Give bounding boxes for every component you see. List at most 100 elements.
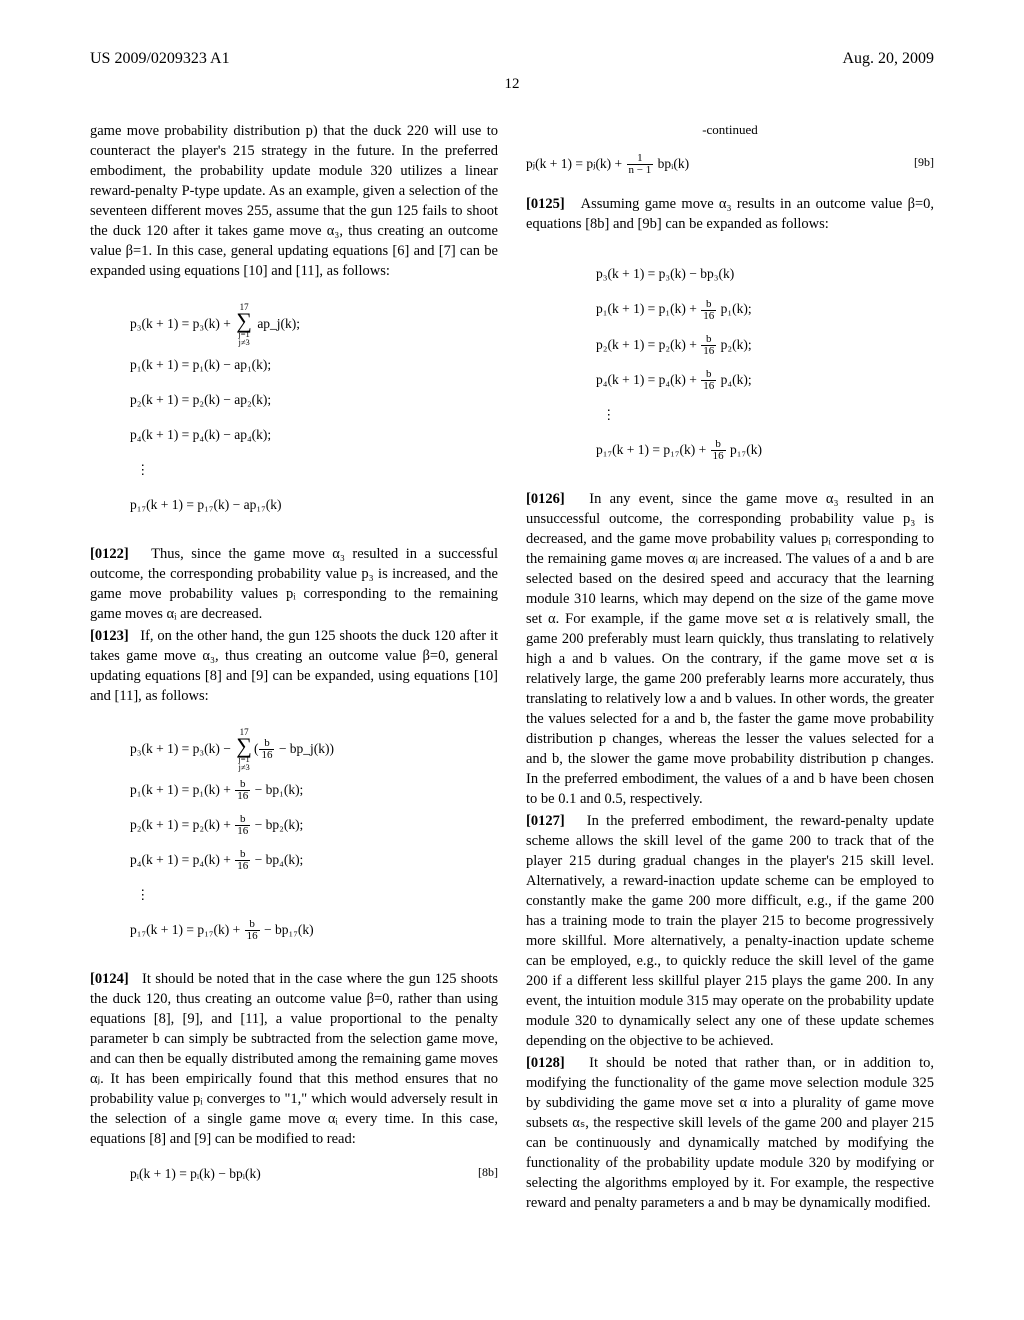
- eq5-line-d: p₄(k + 1) = p₄(k) + b16 p₄(k);: [596, 362, 934, 397]
- para-0128: [0128] It should be noted that rather th…: [526, 1053, 934, 1213]
- frac-den: 16: [235, 861, 250, 872]
- sigma-icon: ∑: [236, 312, 252, 330]
- left-column: game move probability distribution p) th…: [90, 121, 498, 1215]
- page-container: US 2009/0209323 A1 Aug. 20, 2009 12 game…: [0, 0, 1024, 1275]
- eq2-line-b: p₁(k + 1) = p₁(k) + b16 − bp₁(k);: [130, 772, 498, 807]
- sigma-icon: ∑: [236, 737, 252, 755]
- eq5-line-a: p₃(k + 1) = p₃(k) − bp₃(k): [596, 256, 934, 291]
- page-header: US 2009/0209323 A1 Aug. 20, 2009: [90, 50, 934, 68]
- eq-text: − bp₂(k);: [251, 817, 303, 832]
- paren-open: (: [254, 741, 259, 756]
- eq-number-8b: [8b]: [478, 1163, 498, 1182]
- para-intro: game move probability distribution p) th…: [90, 121, 498, 281]
- paren-close: ): [330, 741, 335, 756]
- eq1-line-a: p₃(k + 1) = p₃(k) + 17∑j=1j≠3 ap_j(k);: [130, 303, 498, 347]
- eq-text: p₄(k + 1) = p₄(k) +: [596, 372, 700, 387]
- eq-number-9b: [9b]: [914, 153, 934, 172]
- para-0126: [0126] In any event, since the game move…: [526, 489, 934, 809]
- eq-text: p₃(k + 1) = p₃(k) −: [130, 741, 234, 756]
- eq-text: p₁(k);: [717, 301, 751, 316]
- fraction: b16: [235, 814, 250, 837]
- para-number: [0128]: [526, 1055, 565, 1071]
- eq-text: p₂(k + 1) = p₂(k) +: [596, 337, 700, 352]
- equation-block-1: p₃(k + 1) = p₃(k) + 17∑j=1j≠3 ap_j(k); p…: [130, 303, 498, 522]
- equation-block-5: p₃(k + 1) = p₃(k) − bp₃(k) p₁(k + 1) = p…: [596, 256, 934, 467]
- eq5-line-c: p₂(k + 1) = p₂(k) + b16 p₂(k);: [596, 327, 934, 362]
- eq-text: ap_j(k);: [254, 316, 300, 331]
- para-text: It should be noted that rather than, or …: [526, 1055, 934, 1211]
- frac-den: 16: [701, 346, 716, 357]
- summation-symbol: 17∑j=1j≠3: [236, 303, 252, 347]
- fraction: b16: [235, 849, 250, 872]
- fraction: b16: [259, 738, 274, 761]
- frac-den: 16: [701, 381, 716, 392]
- para-0124: [0124] It should be noted that in the ca…: [90, 969, 498, 1149]
- equation-block-2: p₃(k + 1) = p₃(k) − 17∑j=1j≠3(b16 − bp_j…: [130, 728, 498, 947]
- eq-text: − bp₄(k);: [251, 852, 303, 867]
- eq-text: p₄(k + 1) = p₄(k) +: [130, 852, 234, 867]
- eq5-line-b: p₁(k + 1) = p₁(k) + b16 p₁(k);: [596, 291, 934, 326]
- fraction: b16: [245, 919, 260, 942]
- eq2-line-c: p₂(k + 1) = p₂(k) + b16 − bp₂(k);: [130, 807, 498, 842]
- frac-den: 16: [711, 451, 726, 462]
- publication-date: Aug. 20, 2009: [842, 50, 934, 68]
- frac-den: 16: [235, 791, 250, 802]
- para-number: [0124]: [90, 971, 129, 987]
- para-0125: [0125] Assuming game move α₃ results in …: [526, 194, 934, 234]
- para-number: [0122]: [90, 546, 129, 562]
- fraction: b16: [701, 334, 716, 357]
- eq-text: p₄(k);: [717, 372, 751, 387]
- para-0122: [0122] Thus, since the game move α₃ resu…: [90, 544, 498, 624]
- fraction: b16: [701, 369, 716, 392]
- summation-symbol: 17∑j=1j≠3: [236, 728, 252, 772]
- page-number: 12: [90, 76, 934, 93]
- content-columns: game move probability distribution p) th…: [90, 121, 934, 1215]
- eq1-line-c: p₂(k + 1) = p₂(k) − ap₂(k);: [130, 382, 498, 417]
- eq1-line-d: p₄(k + 1) = p₄(k) − ap₄(k);: [130, 417, 498, 452]
- eq-text: p₁(k + 1) = p₁(k) +: [596, 301, 700, 316]
- frac-den: 16: [235, 826, 250, 837]
- fraction: b16: [701, 299, 716, 322]
- eq2-line-d: p₄(k + 1) = p₄(k) + b16 − bp₄(k);: [130, 842, 498, 877]
- eq-text: p₂(k);: [717, 337, 751, 352]
- eq-text: p₁₇(k + 1) = p₁₇(k) +: [130, 922, 244, 937]
- eq-text: pⱼ(k + 1) = pⱼ(k) +: [526, 156, 626, 171]
- eq2-line-a: p₃(k + 1) = p₃(k) − 17∑j=1j≠3(b16 − bp_j…: [130, 728, 498, 772]
- para-0127: [0127] In the preferred embodiment, the …: [526, 811, 934, 1051]
- frac-den: 16: [701, 311, 716, 322]
- para-text: Thus, since the game move α₃ resulted in…: [90, 546, 498, 622]
- eq1-line-b: p₁(k + 1) = p₁(k) − ap₁(k);: [130, 347, 498, 382]
- para-text: It should be noted that in the case wher…: [90, 971, 498, 1147]
- eq-text: p₁₇(k + 1) = p₁₇(k) +: [596, 442, 710, 457]
- eq1-vdots: ⋮: [136, 452, 498, 487]
- eq-text: − bp_j(k): [275, 741, 329, 756]
- eq-text: pᵢ(k + 1) = pᵢ(k) − bpᵢ(k): [130, 1166, 261, 1181]
- para-0123: [0123] If, on the other hand, the gun 12…: [90, 626, 498, 706]
- eq2-line-e: p₁₇(k + 1) = p₁₇(k) + b16 − bp₁₇(k): [130, 912, 498, 947]
- fraction: 1n − 1: [627, 153, 654, 176]
- equation-9b: [9b] pⱼ(k + 1) = pⱼ(k) + 1n − 1 bpᵢ(k): [526, 153, 934, 176]
- para-text: If, on the other hand, the gun 125 shoot…: [90, 628, 498, 704]
- right-column: -continued [9b] pⱼ(k + 1) = pⱼ(k) + 1n −…: [526, 121, 934, 1215]
- eq5-vdots: ⋮: [602, 397, 934, 432]
- equation-8b: [8b] pᵢ(k + 1) = pᵢ(k) − bpᵢ(k): [130, 1163, 498, 1185]
- frac-den: 16: [245, 931, 260, 942]
- publication-number: US 2009/0209323 A1: [90, 50, 230, 68]
- eq-text: p₁₇(k): [727, 442, 762, 457]
- eq1-line-e: p₁₇(k + 1) = p₁₇(k) − ap₁₇(k): [130, 487, 498, 522]
- sum-lower-2: j≠3: [236, 763, 252, 772]
- continued-label: -continued: [526, 121, 934, 139]
- para-number: [0125]: [526, 196, 565, 212]
- eq5-line-e: p₁₇(k + 1) = p₁₇(k) + b16 p₁₇(k): [596, 432, 934, 467]
- frac-den: 16: [259, 750, 274, 761]
- eq2-vdots: ⋮: [136, 877, 498, 912]
- fraction: b16: [711, 439, 726, 462]
- para-text: Assuming game move α₃ results in an outc…: [526, 196, 934, 232]
- eq-text: p₃(k + 1) = p₃(k) +: [130, 316, 234, 331]
- eq-text: p₂(k + 1) = p₂(k) +: [130, 817, 234, 832]
- eq-text: − bp₁(k);: [251, 782, 303, 797]
- para-number: [0127]: [526, 813, 565, 829]
- para-number: [0126]: [526, 491, 565, 507]
- eq-text: p₁(k + 1) = p₁(k) +: [130, 782, 234, 797]
- sum-lower-2: j≠3: [236, 338, 252, 347]
